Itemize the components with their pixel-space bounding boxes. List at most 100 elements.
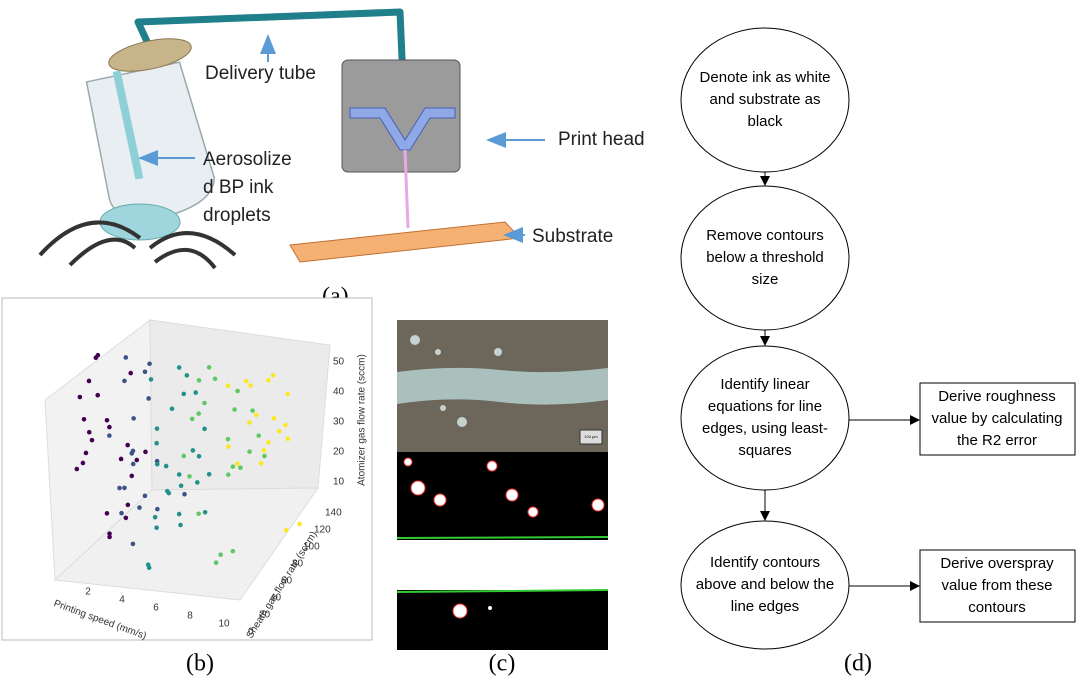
bottle bbox=[85, 60, 220, 227]
x-tick-label: 8 bbox=[187, 611, 193, 622]
scatter-dot bbox=[231, 549, 236, 554]
scatter-dot bbox=[226, 444, 231, 449]
panel-b: Printing speed (mm/s) Sheath gas flow ra… bbox=[2, 298, 372, 677]
scatter-dot bbox=[256, 433, 261, 438]
scatter-dot bbox=[259, 461, 264, 466]
scatter-dot bbox=[105, 511, 110, 516]
caption: (c) bbox=[489, 651, 516, 677]
threshold-image bbox=[397, 452, 608, 540]
node-text: size bbox=[752, 271, 779, 288]
node-text: line edges bbox=[731, 598, 799, 615]
label: d BP ink bbox=[203, 177, 274, 198]
scatter-dot bbox=[155, 462, 160, 467]
scatter-dot bbox=[154, 525, 159, 530]
node-text: Identify contours bbox=[710, 554, 820, 571]
scatter-dot bbox=[146, 562, 151, 567]
scatter-dot bbox=[78, 395, 83, 400]
node-text: Identify linear bbox=[720, 376, 809, 393]
label: Delivery tube bbox=[205, 63, 316, 84]
scatter-dot bbox=[165, 489, 170, 494]
scatter-dot bbox=[125, 443, 130, 448]
scatter-dot bbox=[235, 389, 240, 394]
scatter-dot bbox=[238, 465, 243, 470]
y-tick-label: 60 bbox=[281, 576, 293, 587]
scatter-dot bbox=[207, 365, 212, 370]
x-tick-label: 10 bbox=[218, 619, 230, 630]
x-tick-label: 2 bbox=[85, 587, 91, 598]
scatter-dot bbox=[179, 483, 184, 488]
node-text: above and below the bbox=[696, 576, 834, 593]
scatter-dot bbox=[277, 429, 282, 434]
scatter-dot bbox=[262, 448, 267, 453]
z-tick-label: 40 bbox=[333, 387, 345, 398]
node-text: value from these bbox=[942, 577, 1053, 594]
scatter-dot bbox=[96, 353, 101, 358]
caption: (b) bbox=[186, 651, 214, 677]
scatter-dot bbox=[143, 494, 148, 499]
scatter-dot bbox=[284, 528, 289, 533]
scatter-dot bbox=[87, 430, 92, 435]
scatter-dot bbox=[271, 373, 276, 378]
node-text: Derive overspray bbox=[940, 555, 1054, 572]
node-text: below a threshold bbox=[706, 249, 824, 266]
scatter-dot bbox=[131, 416, 136, 421]
node-text: edges, using least- bbox=[702, 420, 828, 437]
scatter-dot bbox=[119, 457, 124, 462]
label: Substrate bbox=[532, 226, 613, 247]
substrate-strip bbox=[290, 222, 520, 262]
scatter-dot bbox=[105, 418, 110, 423]
scatter-dot bbox=[266, 378, 271, 383]
scatter-dot bbox=[193, 390, 198, 395]
scatter-dot bbox=[226, 383, 231, 388]
scatter-dot bbox=[75, 467, 80, 472]
scatter-dot bbox=[87, 379, 92, 384]
scale-label: 100 µm bbox=[584, 434, 598, 439]
x-tick-label: 6 bbox=[153, 603, 159, 614]
scatter-dot bbox=[247, 420, 252, 425]
scatter-dot bbox=[84, 451, 89, 456]
scatter-dot bbox=[244, 379, 249, 384]
scatter-dot bbox=[235, 461, 240, 466]
scatter-dot bbox=[214, 560, 219, 565]
label: droplets bbox=[203, 205, 271, 226]
scatter-dot bbox=[197, 378, 202, 383]
z-tick-label: 50 bbox=[333, 357, 345, 368]
flow-node bbox=[681, 346, 849, 490]
node-text: contours bbox=[968, 599, 1026, 616]
scatter-dot bbox=[124, 516, 129, 521]
scatter-dot bbox=[182, 492, 187, 497]
scatter-dot bbox=[248, 383, 253, 388]
scatter-dot bbox=[143, 369, 148, 374]
scatter-dot bbox=[131, 462, 136, 467]
scatter-dot bbox=[286, 436, 291, 441]
scatter-dot bbox=[196, 411, 201, 416]
label: Print head bbox=[558, 129, 645, 150]
scatter-dot bbox=[154, 441, 159, 446]
scatter-dot bbox=[250, 408, 255, 413]
scatter-dot bbox=[134, 458, 139, 463]
scatter-dot bbox=[202, 427, 207, 432]
scatter-dot bbox=[155, 426, 160, 431]
scatter-dot bbox=[203, 510, 208, 515]
scatter-dot bbox=[226, 472, 231, 477]
scatter-dot bbox=[95, 393, 100, 398]
scatter-dot bbox=[107, 531, 112, 536]
y-tick-label: 100 bbox=[303, 542, 320, 553]
node-text: and substrate as bbox=[710, 91, 821, 108]
scatter-dot bbox=[107, 433, 112, 438]
scatter-dot bbox=[191, 448, 196, 453]
wall bbox=[150, 320, 330, 490]
panel-c: 100 µm (c) bbox=[397, 320, 608, 677]
scatter-dot bbox=[170, 406, 175, 411]
z-tick-label: 30 bbox=[333, 417, 345, 428]
scatter-dot bbox=[181, 454, 186, 459]
y-tick-label: 0 bbox=[248, 627, 254, 638]
scatter-dot bbox=[226, 437, 231, 442]
z-tick-label: 20 bbox=[333, 447, 345, 458]
scatter-dot bbox=[178, 523, 183, 528]
scatter-dot bbox=[195, 480, 200, 485]
scatter-dot bbox=[272, 416, 277, 421]
scatter-dot bbox=[126, 503, 131, 508]
caption: (d) bbox=[844, 651, 872, 677]
scatter-dot bbox=[202, 401, 207, 406]
